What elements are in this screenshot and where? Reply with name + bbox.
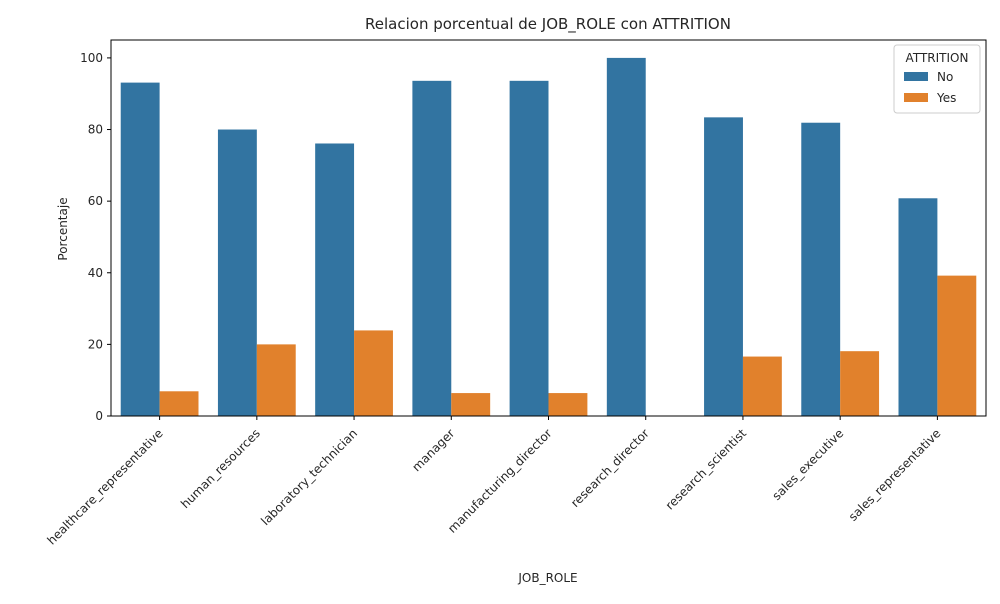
y-axis: 0 20 40 60 80 100 — [80, 51, 111, 423]
legend-label-yes: Yes — [936, 91, 956, 105]
x-tick-label: manufacturing_director — [445, 426, 555, 536]
bar-no-healthcare_representative — [120, 82, 160, 417]
bar-yes-manager — [451, 393, 491, 416]
legend-label-no: No — [937, 70, 953, 84]
x-tick-label: manager — [409, 426, 457, 474]
x-axis: healthcare_representative human_resources… — [44, 416, 944, 548]
plot-frame — [110, 39, 987, 417]
x-tick-label: human_resources — [178, 426, 263, 511]
bar-yes-sales_representative — [937, 275, 977, 416]
bar-no-research_scientist — [704, 117, 743, 416]
y-tick-label: 40 — [88, 266, 103, 280]
bar-yes-human_resources — [256, 344, 296, 416]
bar-no-laboratory_technician — [315, 143, 355, 417]
y-tick-label: 80 — [88, 123, 103, 137]
legend-swatch-no — [904, 72, 928, 81]
legend-title: ATTRITION — [906, 51, 969, 65]
bar-yes-healthcare_representative — [159, 391, 199, 416]
x-tick-label: research_director — [568, 426, 652, 510]
x-tick-label: healthcare_representative — [44, 426, 165, 547]
y-tick-label: 0 — [95, 409, 103, 423]
bar-yes-laboratory_technician — [354, 330, 393, 416]
y-axis-label: Porcentaje — [56, 197, 70, 260]
y-tick-label: 100 — [80, 51, 103, 65]
bar-no-research_director — [606, 57, 646, 417]
x-tick-label: sales_executive — [770, 426, 847, 503]
bar-yes-manufacturing_director — [548, 393, 588, 416]
legend-swatch-yes — [904, 93, 928, 102]
bar-no-manager — [412, 80, 452, 416]
y-tick-label: 60 — [88, 194, 103, 208]
bars-group — [120, 57, 977, 417]
legend-items: No Yes — [904, 70, 956, 105]
legend: ATTRITION No Yes — [893, 44, 981, 114]
x-tick-label: research_scientist — [663, 426, 750, 513]
y-tick-label: 20 — [88, 337, 103, 351]
x-tick-label: laboratory_technician — [258, 426, 360, 528]
x-axis-label: JOB_ROLE — [517, 571, 577, 585]
bar-no-sales_representative — [898, 198, 938, 416]
bar-no-sales_executive — [801, 122, 841, 416]
bar-yes-research_scientist — [742, 356, 782, 416]
bar-no-human_resources — [217, 129, 257, 416]
bar-no-manufacturing_director — [509, 80, 549, 416]
x-tick-label: sales_representative — [846, 426, 944, 524]
chart-title: Relacion porcentual de JOB_ROLE con ATTR… — [365, 15, 731, 34]
bar-yes-sales_executive — [840, 351, 880, 416]
